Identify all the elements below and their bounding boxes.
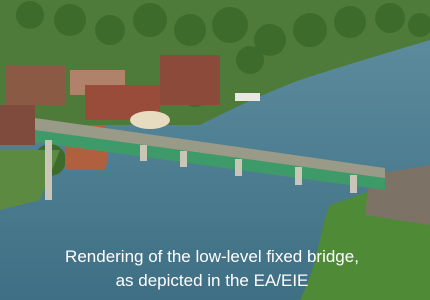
caption-line: Rendering of the low-level fixed bridge, (65, 247, 359, 266)
rendering: Rendering of the low-level fixed bridge,… (0, 0, 430, 300)
caption-line: as depicted in the EA/EIE (116, 271, 309, 290)
